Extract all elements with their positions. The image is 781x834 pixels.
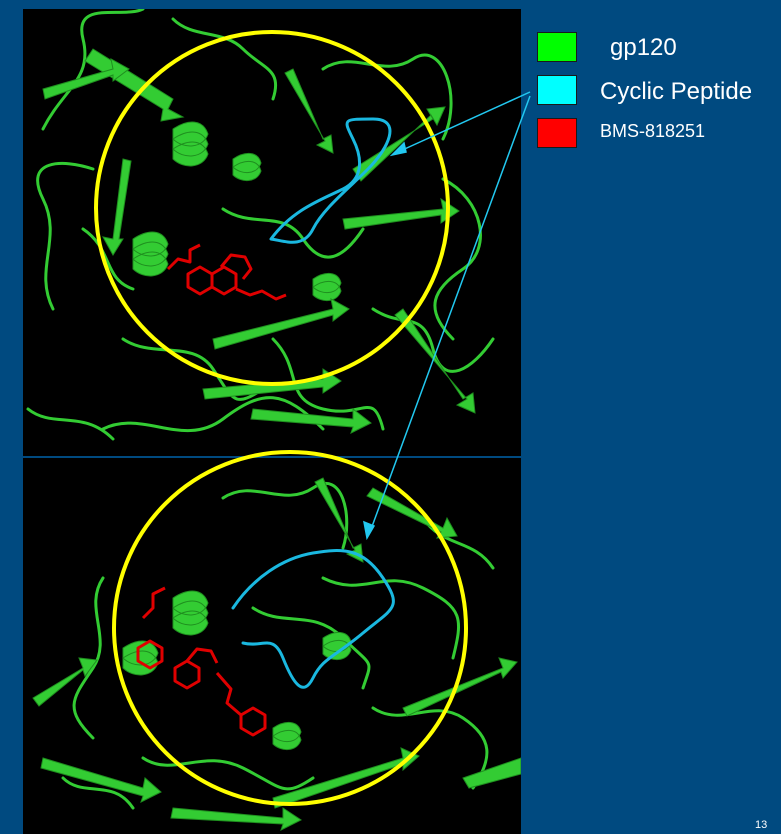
gp120-strands-top <box>42 48 476 434</box>
legend-label-cyclic-peptide: Cyclic Peptide <box>600 78 753 105</box>
protein-cartoon-top <box>26 9 495 441</box>
structure-view-top <box>23 9 521 456</box>
legend-swatch-gp120 <box>537 32 577 62</box>
gp120-strands-bottom <box>32 477 521 831</box>
legend-swatch-bms-818251 <box>537 118 577 148</box>
protein-cartoon-bottom <box>32 477 521 831</box>
legend-swatch-cyclic-peptide <box>537 75 577 105</box>
bms-818251-ligand-top <box>166 243 287 301</box>
structure-view-bottom <box>23 458 521 834</box>
legend-label-gp120: gp120 <box>610 34 677 61</box>
page-number: 13 <box>755 819 768 831</box>
legend-label-bms-818251: BMS-818251 <box>600 121 706 141</box>
